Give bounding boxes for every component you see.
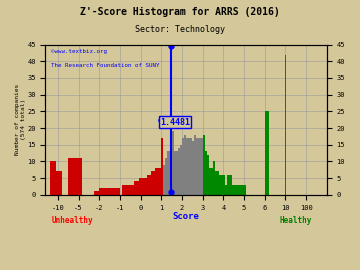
- Bar: [230, 175, 231, 195]
- Bar: [221, 175, 223, 195]
- Bar: [109, 188, 120, 195]
- Bar: [176, 151, 178, 195]
- Bar: [174, 151, 176, 195]
- Bar: [99, 188, 109, 195]
- Bar: [207, 155, 209, 195]
- Bar: [56, 171, 62, 195]
- Bar: [205, 151, 207, 195]
- Bar: [139, 178, 143, 195]
- Bar: [126, 185, 130, 195]
- Bar: [234, 185, 236, 195]
- Bar: [68, 158, 75, 195]
- Bar: [225, 185, 228, 195]
- Bar: [201, 138, 203, 195]
- Bar: [209, 168, 211, 195]
- Text: Z'-Score Histogram for ARRS (2016): Z'-Score Histogram for ARRS (2016): [80, 7, 280, 17]
- Bar: [240, 185, 242, 195]
- Bar: [180, 145, 182, 195]
- Bar: [184, 135, 186, 195]
- Bar: [217, 171, 219, 195]
- Bar: [215, 171, 217, 195]
- Bar: [194, 135, 197, 195]
- Bar: [50, 161, 56, 195]
- Bar: [161, 138, 163, 195]
- Bar: [203, 135, 205, 195]
- Bar: [186, 138, 188, 195]
- Bar: [130, 185, 134, 195]
- Bar: [223, 175, 225, 195]
- Bar: [170, 155, 172, 195]
- Bar: [163, 165, 165, 195]
- Bar: [147, 175, 151, 195]
- Bar: [167, 151, 170, 195]
- Text: ©www.textbiz.org: ©www.textbiz.org: [51, 49, 107, 54]
- Bar: [159, 168, 161, 195]
- Bar: [242, 185, 244, 195]
- Bar: [238, 185, 240, 195]
- Bar: [172, 131, 174, 195]
- X-axis label: Score: Score: [173, 212, 199, 221]
- Bar: [134, 181, 139, 195]
- Bar: [122, 185, 126, 195]
- Bar: [182, 138, 184, 195]
- Y-axis label: Number of companies
(574 total): Number of companies (574 total): [15, 84, 26, 155]
- Text: 1.4481: 1.4481: [160, 118, 190, 127]
- Bar: [265, 111, 269, 195]
- Bar: [143, 178, 147, 195]
- Text: The Research Foundation of SUNY: The Research Foundation of SUNY: [51, 63, 159, 68]
- Bar: [197, 138, 198, 195]
- Bar: [165, 158, 167, 195]
- Text: Healthy: Healthy: [279, 216, 311, 225]
- Bar: [188, 138, 190, 195]
- Text: Unhealthy: Unhealthy: [51, 216, 93, 225]
- Text: Sector: Technology: Sector: Technology: [135, 25, 225, 34]
- Bar: [192, 141, 194, 195]
- Bar: [211, 168, 213, 195]
- Bar: [219, 175, 221, 195]
- Bar: [213, 161, 215, 195]
- Bar: [228, 175, 230, 195]
- Bar: [244, 185, 246, 195]
- Bar: [151, 171, 155, 195]
- Bar: [236, 185, 238, 195]
- Bar: [155, 168, 159, 195]
- Bar: [231, 185, 234, 195]
- Bar: [94, 191, 99, 195]
- Bar: [198, 138, 201, 195]
- Bar: [178, 148, 180, 195]
- Bar: [75, 158, 82, 195]
- Bar: [190, 138, 192, 195]
